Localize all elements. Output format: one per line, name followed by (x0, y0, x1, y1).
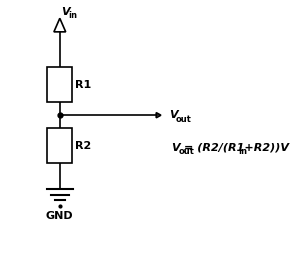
Text: V: V (171, 143, 180, 153)
Text: GND: GND (46, 211, 74, 221)
Text: in: in (238, 147, 247, 156)
Text: R1: R1 (75, 80, 91, 90)
Text: in: in (68, 11, 77, 20)
Text: out: out (178, 147, 194, 156)
Text: = (R2/(R1+R2))V: = (R2/(R1+R2))V (184, 143, 289, 153)
Text: V: V (61, 7, 70, 17)
Text: R2: R2 (75, 140, 91, 150)
Bar (47, 128, 72, 163)
Bar (47, 67, 72, 102)
Text: V: V (169, 110, 177, 120)
Text: out: out (176, 115, 192, 124)
